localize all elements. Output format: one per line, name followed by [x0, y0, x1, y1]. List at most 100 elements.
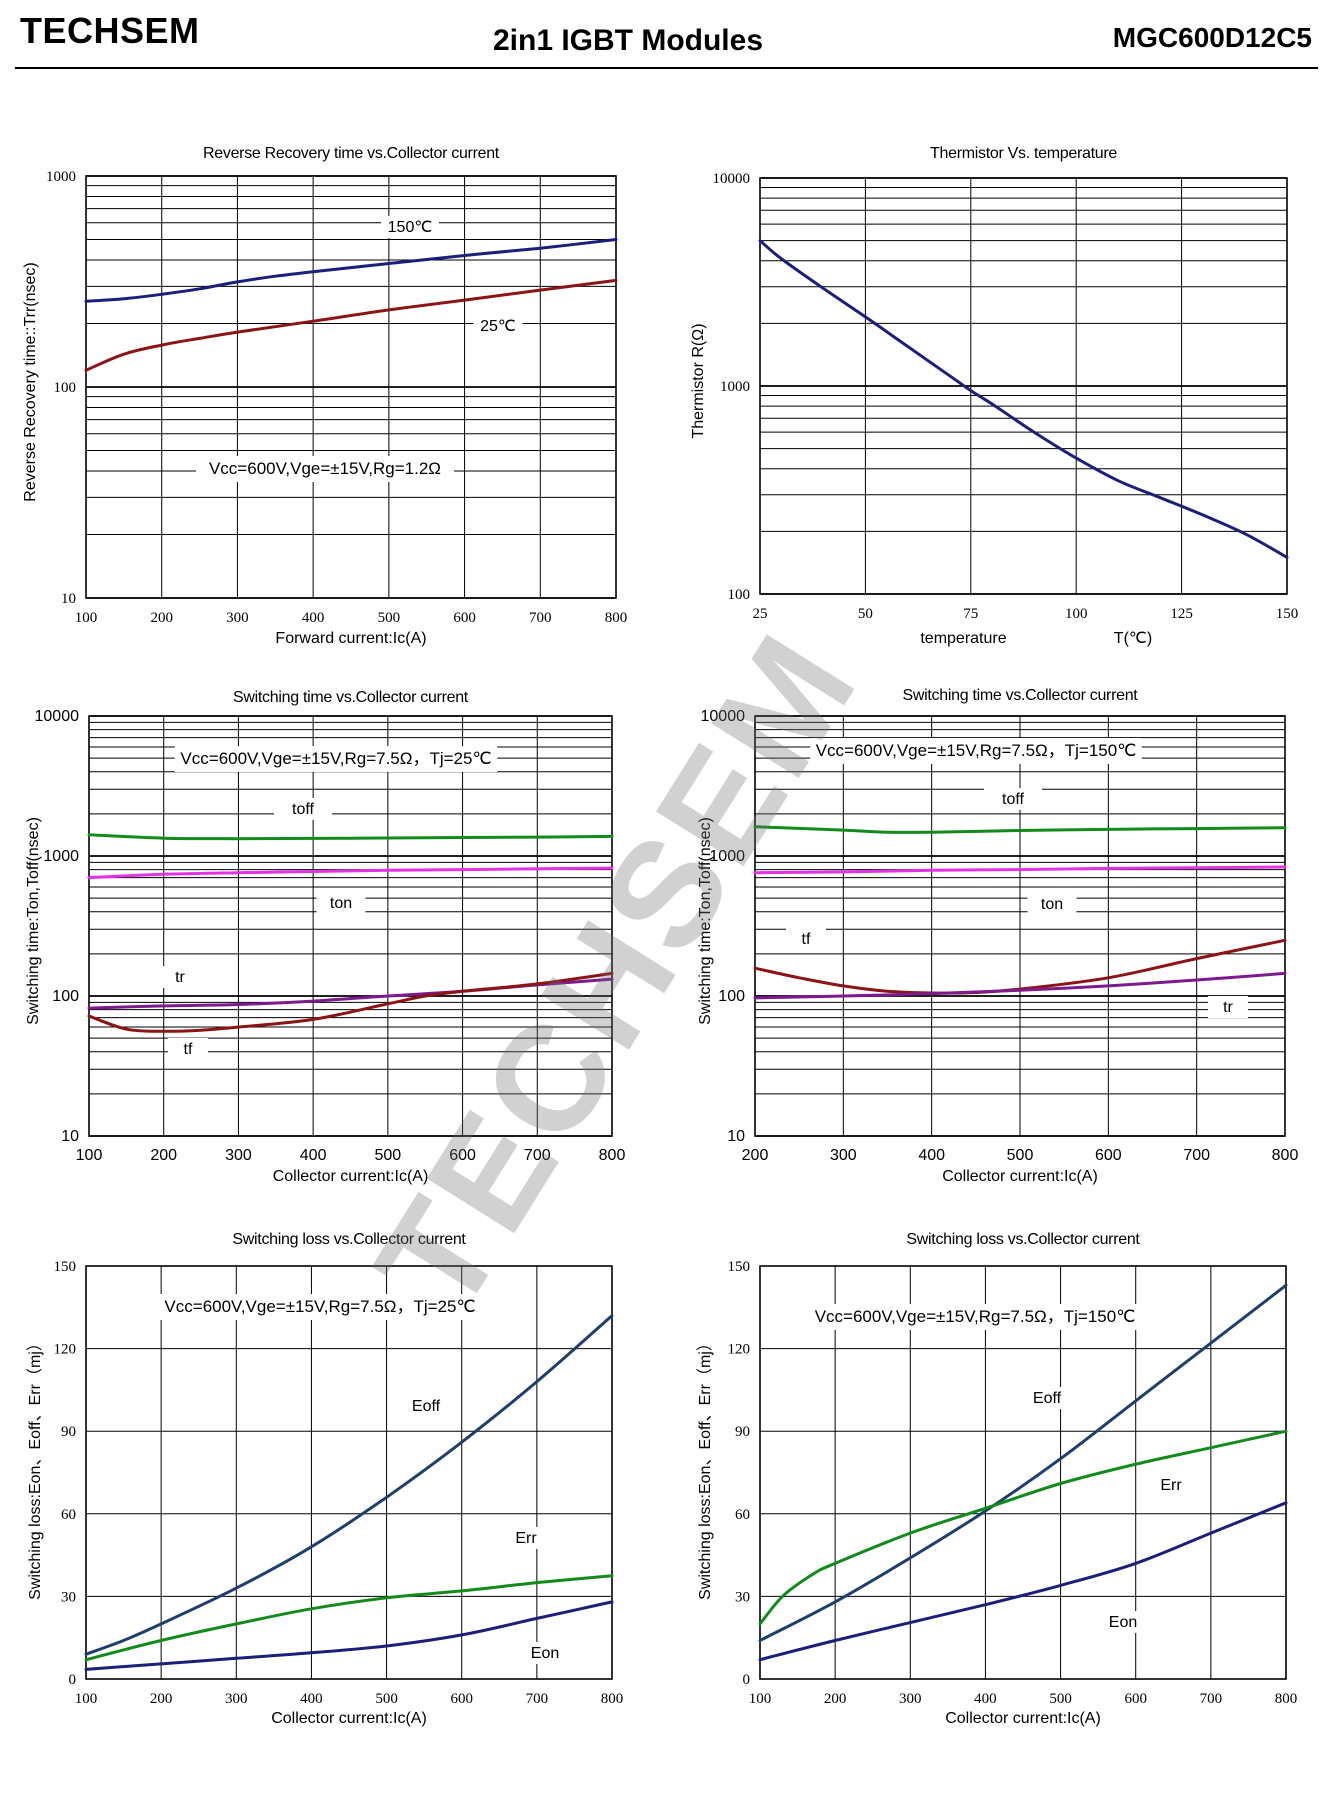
series-label-bg	[1146, 1474, 1196, 1496]
series-label-bg	[786, 928, 826, 950]
series-label-bg	[984, 788, 1042, 810]
x-tick-label: 25	[753, 606, 768, 622]
x-axis-label: Collector current:Ic(A)	[945, 1710, 1101, 1727]
y-tick-label: 10000	[35, 708, 80, 725]
x-tick-label: 600	[1095, 1147, 1122, 1164]
series-label-bg	[160, 966, 200, 988]
series-line-Eon	[758, 1501, 1288, 1662]
y-tick-label: 60	[61, 1507, 76, 1523]
x-tick-label: 700	[524, 1147, 551, 1164]
chart-title: Thermistor Vs. temperature	[930, 145, 1117, 162]
y-tick-label: 100	[718, 988, 745, 1005]
chart-trr-grid	[85, 175, 617, 599]
brand-logo: TECHSEM	[20, 10, 200, 51]
y-tick-label: 120	[54, 1342, 77, 1358]
series-label-tr: tr	[175, 969, 185, 986]
plot-frame	[85, 175, 617, 599]
y-tick-label: 1000	[709, 848, 745, 865]
x-tick-label: 300	[899, 1691, 922, 1707]
x-axis-label: Collector current:Ic(A)	[942, 1168, 1098, 1185]
y-tick-label: 1000	[46, 169, 76, 185]
series-label-bg	[274, 798, 332, 820]
chart-title: Switching loss vs.Collector current	[906, 1231, 1140, 1248]
y-axis-label: Switching loss:Eon、Eoff、Err（mj）	[26, 1335, 44, 1600]
annotation-bg	[809, 1304, 1141, 1330]
chart-loss150-grid	[759, 1265, 1287, 1680]
series-line-Eoff	[84, 1314, 614, 1656]
y-tick-label: 150	[54, 1259, 77, 1275]
x-tick-label: 600	[453, 610, 476, 626]
chart-loss150: 100 200 300 400 500 600 700 800 0 30 60 90 120 150 Swi…	[696, 1231, 1297, 1727]
x-tick-label: 600	[1124, 1691, 1147, 1707]
x-tick-label: 100	[749, 1691, 772, 1707]
annotation-bg	[196, 456, 454, 482]
y-tick-label: 10	[727, 1128, 745, 1145]
x-tick-label: 400	[918, 1147, 945, 1164]
y-axis-label: Thermistor R(Ω)	[690, 323, 707, 438]
series-label-tf: tf	[184, 1041, 193, 1058]
y-tick-label: 90	[735, 1424, 750, 1440]
x-tick-label: 700	[1200, 1691, 1223, 1707]
series-label-bg	[381, 216, 439, 238]
y-axis-label: Switching time:Ton,Toff(nsec)	[697, 817, 714, 1025]
x-tick-label: 400	[302, 610, 325, 626]
series-label-Err: Err	[1160, 1477, 1182, 1494]
x-tick-label: 200	[150, 610, 173, 626]
x-tick-label: 700	[1183, 1147, 1210, 1164]
y-tick-label: 0	[743, 1672, 751, 1688]
plot-frame	[85, 1265, 613, 1680]
x-tick-label: 400	[300, 1691, 323, 1707]
x-tick-label: 200	[150, 1691, 173, 1707]
series-line-150℃	[84, 238, 618, 303]
y-axis-label: Reverse Recovery time::Trr(nsec)	[22, 262, 39, 501]
annotation-bg	[810, 738, 1142, 764]
part-number: MGC600D12C5	[1112, 22, 1312, 53]
y-tick-label: 100	[52, 988, 79, 1005]
series-line-25℃	[84, 278, 618, 372]
annotation-bg	[158, 1294, 482, 1320]
header-rule	[15, 67, 1318, 69]
conditions-annotation: Vcc=600V,Vge=±15V,Rg=7.5Ω，Tj=25℃	[180, 749, 491, 768]
x-tick-label: 75	[963, 606, 978, 622]
x-tick-label: 600	[449, 1147, 476, 1164]
x-tick-label: 700	[526, 1691, 549, 1707]
series-line-Eon	[84, 1600, 614, 1671]
series-label-bg	[1208, 996, 1248, 1018]
page-header: TECHSEM 2in1 IGBT Modules MGC600D12C5	[0, 0, 1336, 72]
y-tick-label: 30	[61, 1589, 76, 1605]
x-tick-label: 500	[375, 1147, 402, 1164]
x-tick-label: 300	[225, 1147, 252, 1164]
series-label-Eon: Eon	[1109, 1614, 1137, 1631]
x-tick-label: 300	[225, 1691, 248, 1707]
x-tick-label: 125	[1170, 606, 1193, 622]
series-label-toff: toff	[292, 801, 315, 818]
chart-ntc: 25 50 75 100 125 150 100 1000 10000 Thermistor Vs…	[690, 145, 1298, 647]
plot-frame	[759, 177, 1288, 595]
series-line-R	[758, 239, 1289, 559]
x-tick-label: 100	[75, 1691, 98, 1707]
y-tick-label: 100	[54, 380, 77, 396]
x-tick-label: 200	[824, 1691, 847, 1707]
conditions-annotation: Vcc=600V,Vge=±15V,Rg=7.5Ω，Tj=150℃	[816, 741, 1137, 760]
x-axis-label: temperature	[920, 630, 1006, 647]
x-tick-label: 500	[375, 1691, 398, 1707]
chart-title: Switching time vs.Collector current	[903, 687, 1139, 704]
y-tick-label: 10000	[701, 708, 746, 725]
x-tick-label: 150	[1276, 606, 1299, 622]
y-axis-label: Switching loss:Eon、Eoff、Err（mj）	[696, 1335, 714, 1600]
series-label-25℃: 25℃	[480, 318, 516, 335]
chart-sw25-grid	[88, 715, 613, 1137]
series-label-bg	[473, 315, 523, 337]
x-tick-label: 50	[858, 606, 873, 622]
y-tick-label: 10	[61, 1128, 79, 1145]
series-label-Err: Err	[515, 1530, 537, 1547]
x-tick-label: 400	[300, 1147, 327, 1164]
x-tick-label: 300	[830, 1147, 857, 1164]
x-tick-label: 200	[742, 1147, 769, 1164]
series-label-bg	[1018, 1387, 1076, 1409]
x-tick-label: 800	[605, 610, 628, 626]
series-label-150℃: 150℃	[388, 219, 433, 236]
x-tick-label: 500	[1049, 1691, 1072, 1707]
x-tick-label: 800	[601, 1691, 624, 1707]
chart-loss25-grid	[85, 1265, 613, 1680]
